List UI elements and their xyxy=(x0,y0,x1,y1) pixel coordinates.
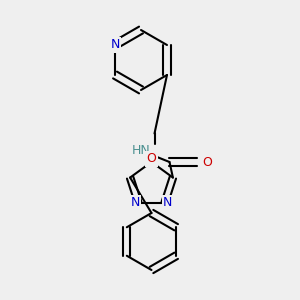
Text: O: O xyxy=(147,152,156,166)
Text: N: N xyxy=(110,38,120,52)
Text: N: N xyxy=(163,196,172,209)
Text: N: N xyxy=(130,196,140,209)
Text: O: O xyxy=(202,155,212,169)
Text: HN: HN xyxy=(132,143,150,157)
